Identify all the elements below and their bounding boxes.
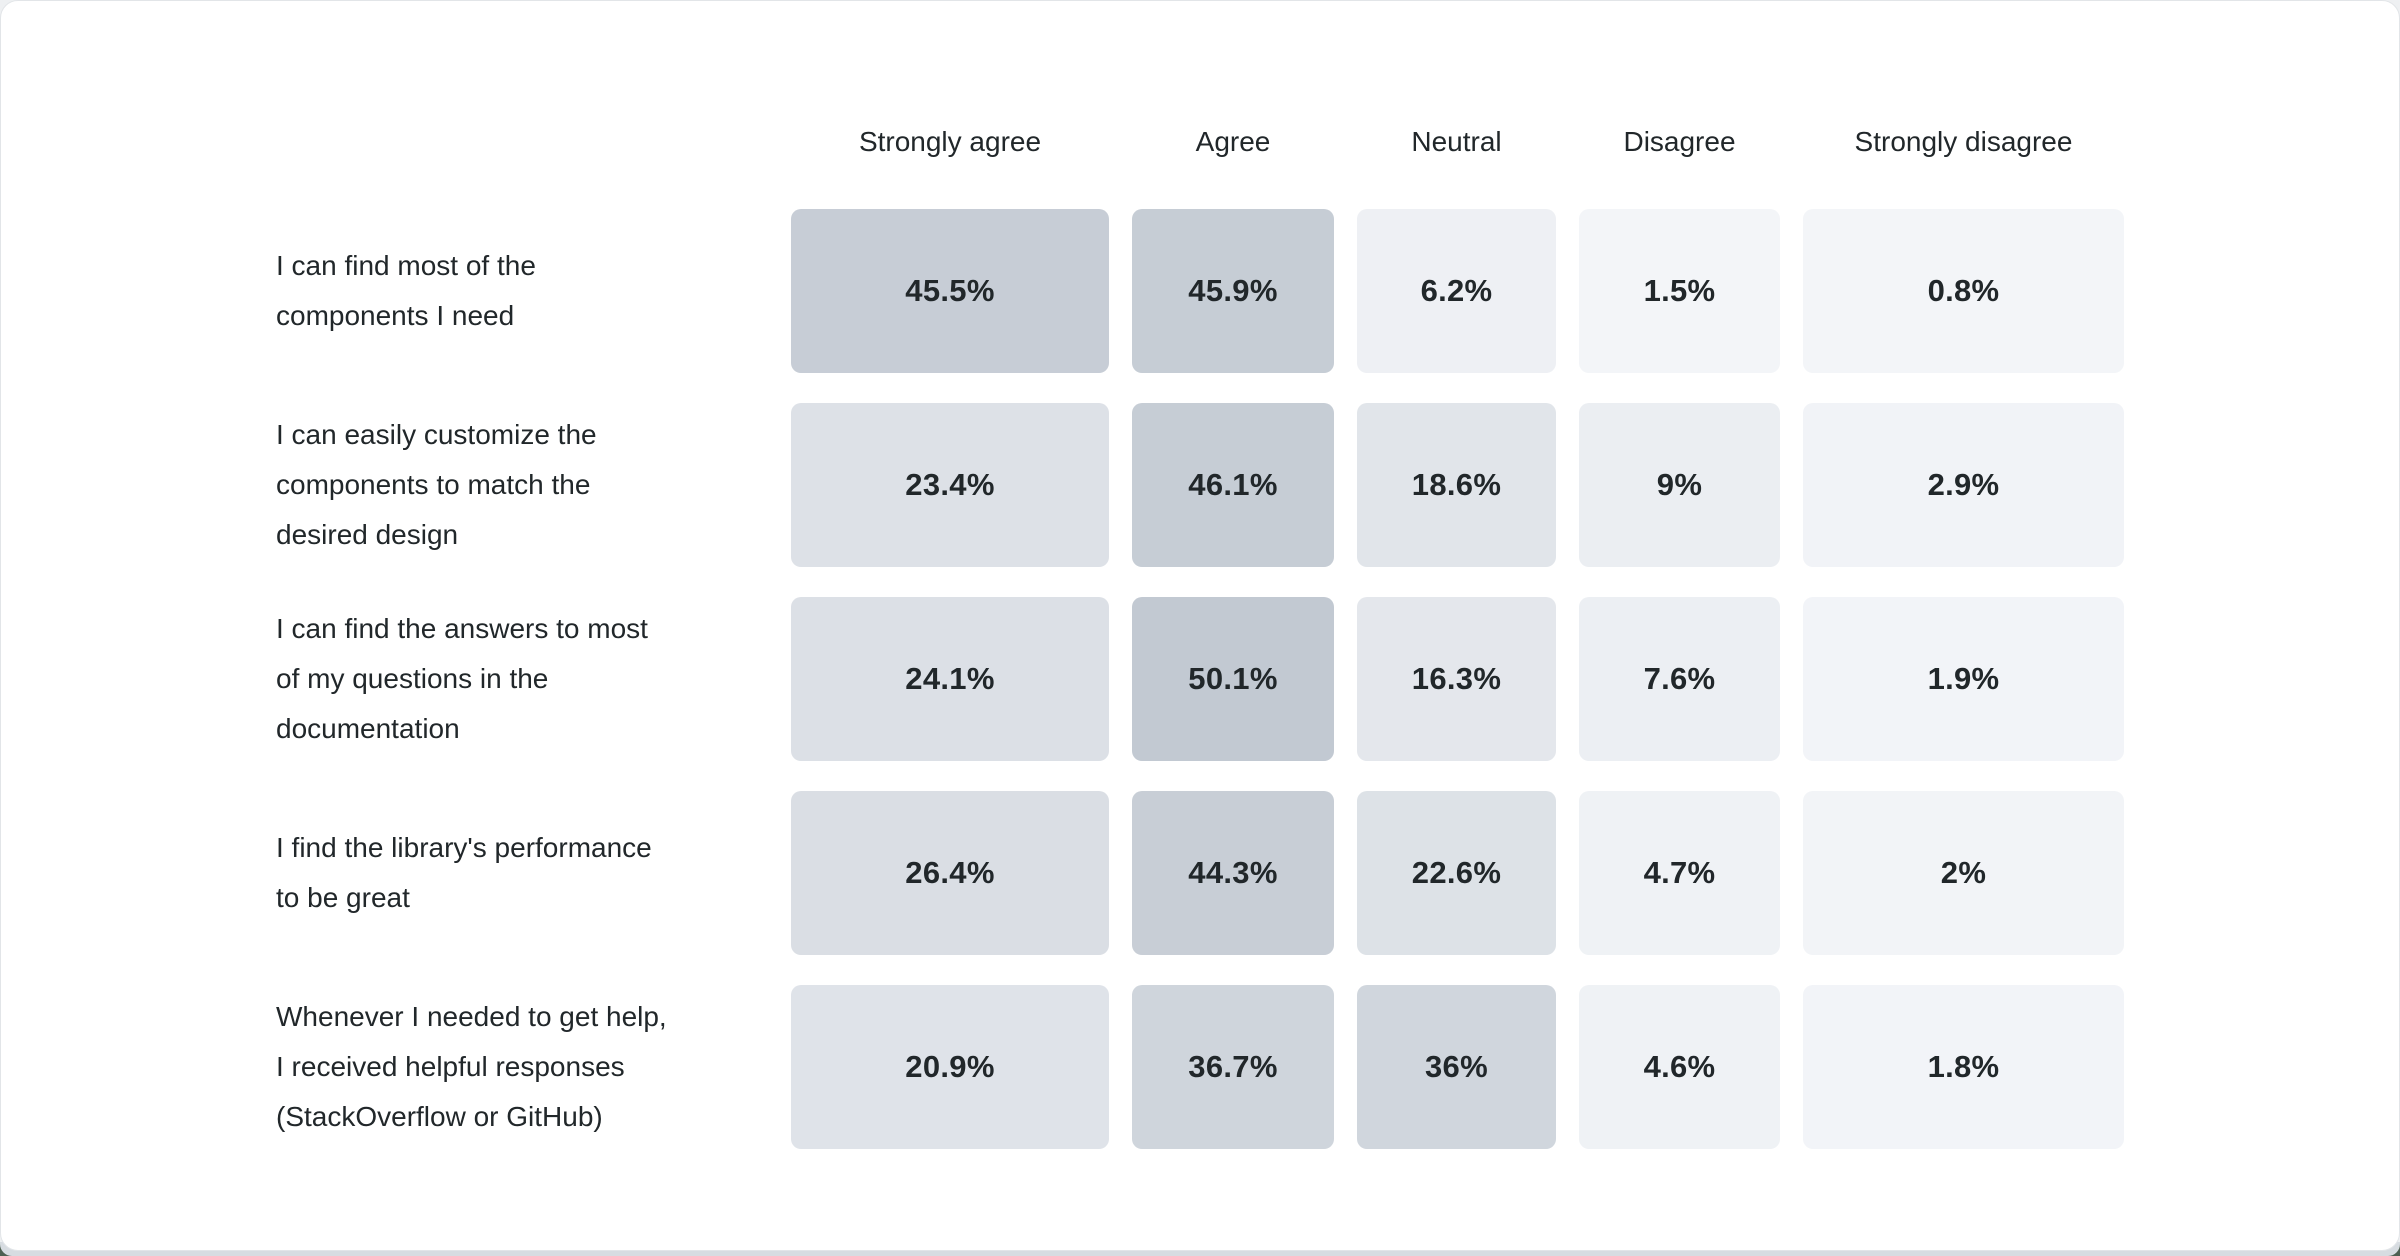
heatmap-cell: 9% xyxy=(1579,403,1780,567)
row-label: I can easily customize the components to… xyxy=(276,419,597,550)
heatmap-cell: 7.6% xyxy=(1579,597,1780,761)
heatmap-cell: 26.4% xyxy=(791,791,1109,955)
survey-heatmap: Strongly agree Agree Neutral Disagree Strong… xyxy=(276,105,2124,1149)
column-header: Neutral xyxy=(1411,126,1502,157)
heatmap-cell: 36% xyxy=(1357,985,1556,1149)
heatmap-cell: 46.1% xyxy=(1132,403,1334,567)
column-header: Strongly agree xyxy=(858,126,1042,157)
heatmap-cell: 1.8% xyxy=(1803,985,2124,1149)
heatmap-cell: 0.8% xyxy=(1803,209,2124,373)
heatmap-cell: 20.9% xyxy=(791,985,1109,1149)
row-label: I can find the answers to most of my que… xyxy=(276,613,648,744)
heatmap-cell: 1.5% xyxy=(1579,209,1780,373)
heatmap-cell: 22.6% xyxy=(1357,791,1556,955)
row-label: I find the library's performance to be g… xyxy=(276,832,652,913)
column-header: Disagree xyxy=(1623,126,1736,157)
heatmap-cell: 24.1% xyxy=(791,597,1109,761)
header-spacer xyxy=(276,105,768,179)
heatmap-cell: 18.6% xyxy=(1357,403,1556,567)
heatmap-cell: 23.4% xyxy=(791,403,1109,567)
heatmap-cell: 36.7% xyxy=(1132,985,1334,1149)
heatmap-cell: 1.9% xyxy=(1803,597,2124,761)
heatmap-cell: 4.7% xyxy=(1579,791,1780,955)
heatmap-cell: 2.9% xyxy=(1803,403,2124,567)
heatmap-cell: 50.1% xyxy=(1132,597,1334,761)
heatmap-cell: 16.3% xyxy=(1357,597,1556,761)
heatmap-cell: 45.9% xyxy=(1132,209,1334,373)
heatmap-cell: 44.3% xyxy=(1132,791,1334,955)
heatmap-cell: 2% xyxy=(1803,791,2124,955)
heatmap-cell: 4.6% xyxy=(1579,985,1780,1149)
heatmap-cell: 6.2% xyxy=(1357,209,1556,373)
row-label: I can find most of the components I need xyxy=(276,250,536,331)
heatmap-cell: 45.5% xyxy=(791,209,1109,373)
column-header: Strongly disagree xyxy=(1854,126,2073,157)
column-header: Agree xyxy=(1195,126,1271,157)
row-label: Whenever I needed to get help, I receive… xyxy=(276,1001,667,1132)
